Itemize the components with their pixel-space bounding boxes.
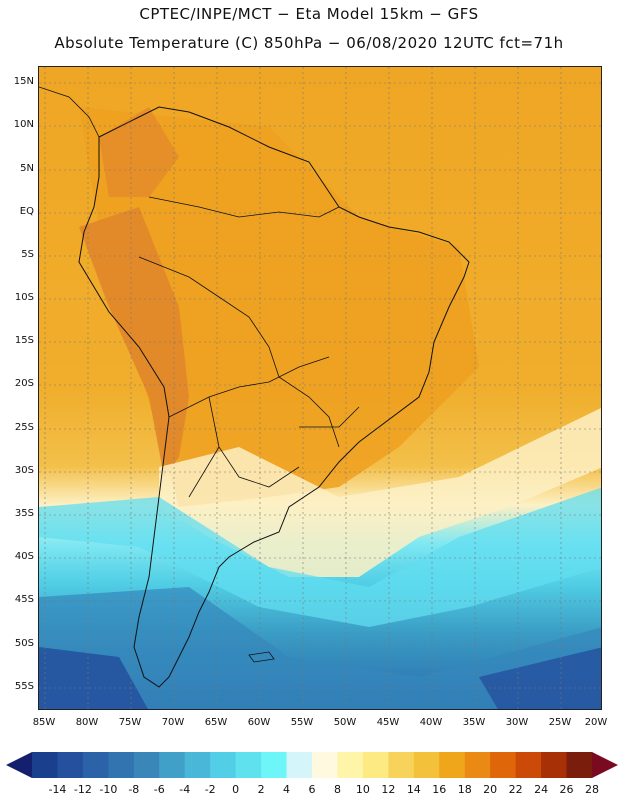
colorbar-tick-label: -12 [73,783,92,796]
field-deepest-se [479,647,601,709]
colorbar-tick-label: -2 [204,783,216,796]
colorbar-tick-label: 8 [333,783,341,796]
colorbar-swatch [235,752,262,778]
colorbar-tick-label: 2 [257,783,265,796]
colorbar-tick-label: 26 [559,783,574,796]
lat-label: 15N [13,76,34,87]
colorbar-swatch [566,752,593,778]
country-borders [138,196,360,498]
colorbar-swatch [362,752,389,778]
colorbar-swatch [261,752,288,778]
colorbar-swatch [133,752,160,778]
lat-label: 15S [14,335,34,346]
lon-label: 25W [548,717,572,728]
title-line-1: CPTEC/INPE/MCT − Eta Model 15km − GFS [139,5,479,23]
lon-label: 80W [75,717,99,728]
lat-label: 55S [14,681,34,692]
colorbar-tick-label: -8 [128,783,140,796]
colorbar-swatch [490,752,517,778]
colorbar-swatch [57,752,84,778]
colorbar-swatch [32,752,58,778]
lon-label: 40W [419,717,443,728]
title-line-2: Absolute Temperature (C) 850hPa − 06/08/… [54,34,564,52]
lon-label: 55W [290,717,314,728]
colorbar-tick-label: 12 [381,783,396,796]
field-pale-band [159,407,601,577]
field-cold-tongue [39,487,601,627]
colorbar-swatch [388,752,415,778]
colorbar-tick-label: 14 [406,783,421,796]
lon-label: 85W [32,717,56,728]
lat-label: 25S [14,422,34,433]
colorbar-swatch [108,752,135,778]
lat-label: 30S [14,465,34,476]
colorbar-tick-label: 20 [483,783,498,796]
colorbar-tick-label: 24 [534,783,549,796]
colorbar-swatch [464,752,491,778]
lat-label: 10N [13,119,34,130]
colorbar-swatch [337,752,364,778]
falkland-islands [248,651,275,663]
colorbar-tick-label: 10 [355,783,370,796]
temperature-map[interactable] [38,66,602,710]
colorbar-tick-label: -4 [179,783,191,796]
colorbar-tick-label: -6 [153,783,165,796]
lon-label: 75W [118,717,142,728]
lon-label: 30W [505,717,529,728]
colorbar-tick-label: 22 [508,783,523,796]
colorbar-over-arrow [592,752,618,778]
lat-label: 35S [14,508,34,519]
colorbar-under-arrow [6,752,32,778]
colorbar-swatch [515,752,542,778]
colorbar-swatch [286,752,313,778]
colorbar-swatch [541,752,568,778]
colorbar-tick-label: 6 [308,783,316,796]
lon-label: 70W [161,717,185,728]
lon-label: 65W [204,717,228,728]
colorbar-swatch [439,752,466,778]
colorbar-tick-label: 18 [457,783,472,796]
lon-label: 45W [376,717,400,728]
colorbar-tick-label: 16 [432,783,447,796]
lat-label: EQ [19,206,34,217]
colorbar-tick-label: 0 [232,783,240,796]
colorbar-tick-label: 4 [283,783,291,796]
graticule [39,67,601,709]
lat-label: 10S [14,292,34,303]
lat-label: 5N [20,163,34,174]
lat-label: 50S [14,638,34,649]
lon-label: 50W [333,717,357,728]
lon-label: 60W [247,717,271,728]
lat-label: 20S [14,378,34,389]
colorbar-swatch [413,752,440,778]
lon-label: 20W [584,717,608,728]
field-hot-north [99,107,179,197]
lat-label: 45S [14,594,34,605]
field-deep-south [39,587,601,709]
colorbar-swatch [184,752,211,778]
lat-label: 40S [14,551,34,562]
colorbar-swatch [82,752,109,778]
colorbar-swatch [159,752,186,778]
lon-label: 35W [462,717,486,728]
colorbar-tick-label: -10 [99,783,118,796]
colorbar-tick-label: -14 [48,783,67,796]
coastline-central-america [39,86,100,138]
colorbar-swatch [210,752,237,778]
colorbar [6,752,618,778]
colorbar-graphic [6,752,618,778]
colorbar-tick-label: 28 [585,783,599,796]
field-deepest-sw [39,647,148,709]
lat-label: 5S [21,249,34,260]
colorbar-swatch [312,752,338,778]
